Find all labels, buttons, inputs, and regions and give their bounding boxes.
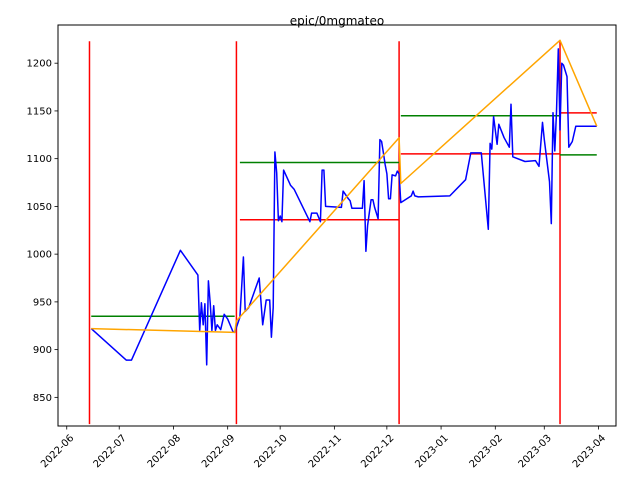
y-tick-label: 850 <box>33 393 52 404</box>
y-tick-label: 900 <box>33 345 52 356</box>
y-tick-label: 1150 <box>27 106 52 117</box>
y-tick-label: 1000 <box>27 250 52 261</box>
price-series-line <box>90 48 597 366</box>
plot-area <box>88 39 598 425</box>
y-tick-label: 1100 <box>27 154 52 165</box>
y-tick-label: 1050 <box>27 202 52 213</box>
y-tick-label: 1200 <box>27 59 52 70</box>
axes-frame <box>57 24 617 427</box>
y-tick-label: 950 <box>33 297 52 308</box>
chart-title: epic/0mgmateo <box>290 14 384 28</box>
y-axis: 850 900 950 1000 1050 1100 1150 1200 <box>27 59 58 404</box>
trend-series-line <box>91 39 598 334</box>
